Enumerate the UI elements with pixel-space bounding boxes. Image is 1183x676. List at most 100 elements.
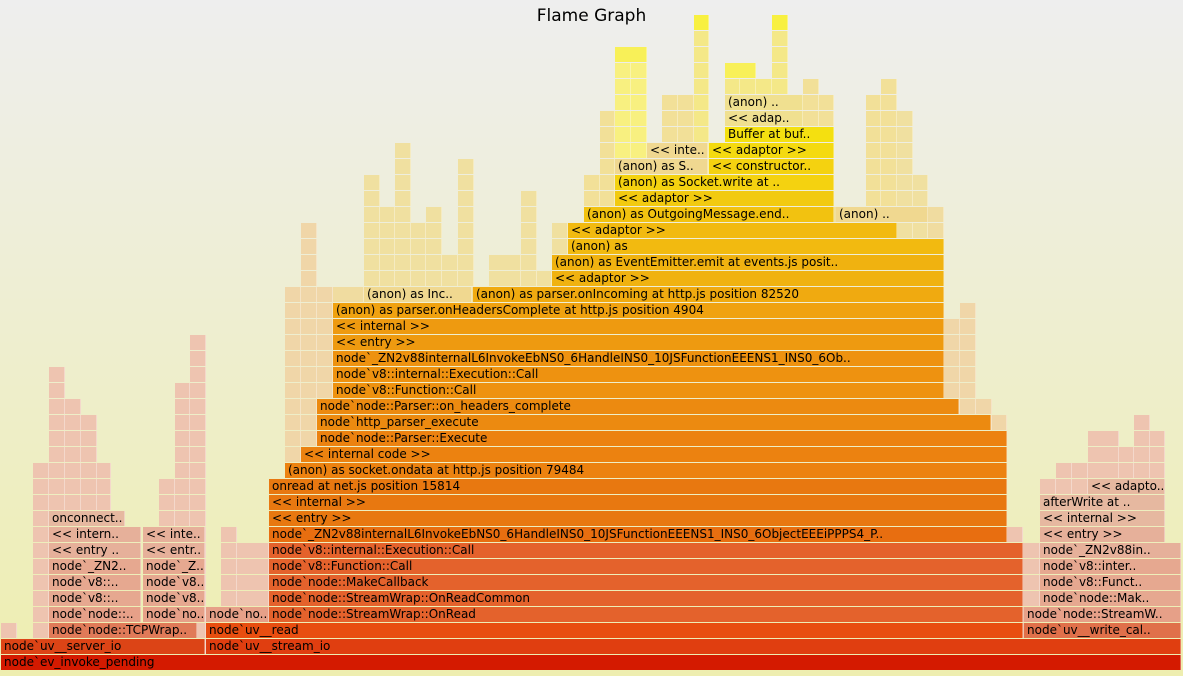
flame-frame-block[interactable]	[772, 79, 788, 94]
flame-frame[interactable]: node`_ZN2v88internalL6InvokeEbNS0_6Handl…	[269, 527, 1007, 542]
flame-frame-block[interactable]	[521, 271, 537, 286]
flame-frame[interactable]: node`uv__stream_io	[206, 639, 1181, 654]
flame-frame[interactable]: node`v8::inter..	[1040, 559, 1181, 574]
flame-frame-block[interactable]	[49, 399, 65, 414]
flame-frame-block[interactable]	[301, 303, 317, 318]
flame-frame[interactable]: (anon) ..	[725, 95, 803, 110]
flame-frame-block[interactable]	[237, 591, 269, 606]
flame-frame-block[interactable]	[740, 79, 756, 94]
flame-frame-block[interactable]	[301, 383, 317, 398]
flame-frame-block[interactable]	[1134, 463, 1150, 478]
flame-frame[interactable]: << internal code >>	[301, 447, 1007, 462]
flame-frame-block[interactable]	[615, 63, 631, 78]
flame-frame[interactable]: << entry >>	[1040, 527, 1165, 542]
flame-frame[interactable]: << intern..	[49, 527, 141, 542]
flame-frame-block[interactable]	[159, 511, 175, 526]
flame-frame-block[interactable]	[1119, 463, 1134, 478]
flame-frame-block[interactable]	[49, 495, 65, 510]
flame-frame-block[interactable]	[631, 127, 647, 142]
flame-frame-block[interactable]	[1023, 543, 1040, 558]
flame-frame-block[interactable]	[175, 495, 190, 510]
flame-frame-block[interactable]	[395, 159, 411, 174]
flame-frame-block[interactable]	[1134, 415, 1150, 430]
flame-frame[interactable]: node`v8::Function::Call	[333, 383, 944, 398]
flame-frame-block[interactable]	[944, 383, 960, 398]
flame-frame-block[interactable]	[395, 175, 411, 190]
flame-frame-block[interactable]	[175, 431, 190, 446]
flame-frame-block[interactable]	[552, 239, 568, 254]
flame-frame-block[interactable]	[81, 479, 97, 494]
flame-frame-block[interactable]	[866, 159, 881, 174]
flame-frame-block[interactable]	[317, 319, 333, 334]
flame-frame-block[interactable]	[881, 159, 897, 174]
flame-frame[interactable]: node`v8..	[143, 575, 205, 590]
flame-frame-block[interactable]	[944, 335, 960, 350]
flame-frame-block[interactable]	[881, 143, 897, 158]
flame-frame-block[interactable]	[881, 111, 897, 126]
flame-frame-block[interactable]	[175, 383, 190, 398]
flame-frame-block[interactable]	[960, 335, 976, 350]
flame-frame-block[interactable]	[521, 207, 537, 222]
flame-frame-block[interactable]	[881, 95, 897, 110]
flame-frame-block[interactable]	[631, 143, 647, 158]
flame-frame-block[interactable]	[380, 207, 395, 222]
flame-frame-block[interactable]	[65, 463, 81, 478]
flame-frame-block[interactable]	[866, 95, 881, 110]
flame-frame-block[interactable]	[866, 191, 881, 206]
flame-frame-block[interactable]	[333, 287, 364, 302]
flame-frame-block[interactable]	[285, 303, 301, 318]
flame-frame-block[interactable]	[694, 31, 709, 46]
flame-frame[interactable]: << adaptor >>	[615, 191, 834, 206]
flame-frame[interactable]: node`_ZN2v88internalL6InvokeEbNS0_6Handl…	[333, 351, 944, 366]
flame-frame[interactable]: << adap..	[725, 111, 803, 126]
flame-frame[interactable]: << internal >>	[333, 319, 944, 334]
flame-frame-block[interactable]	[301, 367, 317, 382]
flame-frame[interactable]: node`v8::internal::Execution::Call	[269, 543, 1023, 558]
flame-frame-block[interactable]	[756, 79, 772, 94]
flame-frame-block[interactable]	[301, 287, 317, 302]
flame-frame-block[interactable]	[411, 271, 426, 286]
flame-frame-block[interactable]	[1072, 463, 1088, 478]
flame-frame[interactable]: << inte..	[143, 527, 205, 542]
flame-frame[interactable]: node`no..	[206, 607, 269, 622]
flame-frame-block[interactable]	[960, 319, 976, 334]
flame-frame-block[interactable]	[65, 495, 81, 510]
flame-frame-block[interactable]	[380, 239, 395, 254]
flame-frame-block[interactable]	[190, 511, 206, 526]
flame-frame-block[interactable]	[285, 367, 301, 382]
flame-frame-block[interactable]	[866, 111, 881, 126]
flame-frame-block[interactable]	[725, 79, 740, 94]
flame-frame[interactable]: node`node::..	[49, 607, 141, 622]
flame-frame-block[interactable]	[725, 63, 756, 78]
flame-frame-block[interactable]	[395, 143, 411, 158]
flame-frame-block[interactable]	[866, 175, 881, 190]
flame-frame-block[interactable]	[489, 271, 521, 286]
flame-frame-block[interactable]	[33, 543, 49, 558]
flame-frame-block[interactable]	[285, 399, 301, 414]
flame-frame-block[interactable]	[285, 319, 301, 334]
flame-frame-block[interactable]	[395, 223, 411, 238]
flame-frame-block[interactable]	[33, 575, 49, 590]
flame-frame-block[interactable]	[897, 175, 913, 190]
flame-frame-block[interactable]	[175, 399, 190, 414]
flame-frame-block[interactable]	[33, 479, 49, 494]
flame-frame-block[interactable]	[364, 255, 380, 270]
flame-frame-block[interactable]	[458, 159, 474, 174]
flame-frame[interactable]: << adapto..	[1088, 479, 1165, 494]
flame-frame-block[interactable]	[1056, 479, 1072, 494]
flame-frame-block[interactable]	[364, 271, 380, 286]
flame-frame[interactable]: onconnect..	[49, 511, 125, 526]
flame-frame-block[interactable]	[65, 431, 81, 446]
flame-frame[interactable]: << entry ..	[49, 543, 141, 558]
flame-frame-block[interactable]	[426, 255, 442, 270]
flame-frame-block[interactable]	[960, 383, 976, 398]
flame-frame-block[interactable]	[819, 95, 834, 110]
flame-frame-block[interactable]	[33, 511, 49, 526]
flame-frame-block[interactable]	[411, 255, 426, 270]
flame-frame-block[interactable]	[600, 127, 615, 142]
flame-frame-block[interactable]	[65, 415, 81, 430]
flame-frame-block[interactable]	[928, 207, 944, 222]
flame-frame[interactable]: node`_ZN2..	[49, 559, 141, 574]
flame-frame-block[interactable]	[395, 239, 411, 254]
flame-frame[interactable]: << entr..	[143, 543, 205, 558]
